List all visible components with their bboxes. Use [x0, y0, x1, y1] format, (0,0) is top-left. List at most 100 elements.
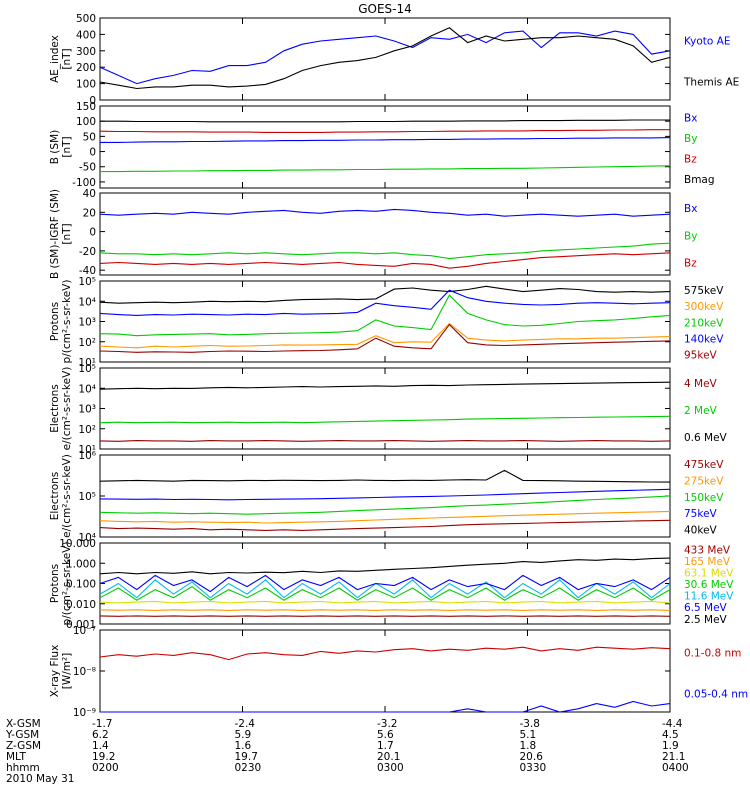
ylabel-xray: X-ray Flux — [49, 645, 61, 698]
panel-frame-ae — [100, 18, 670, 100]
legend-label-electrons-high: 2 MeV — [684, 405, 718, 417]
series-line-electrons-high-0-6-mev — [100, 382, 670, 389]
ytick-label-xray: 10⁻⁷ — [73, 625, 96, 637]
ylabel-electrons-low: e/(cm²-s-sr-keV) — [61, 454, 73, 538]
legend-label-xray: 0.05-0.4 nm — [684, 689, 748, 701]
ytick-label-bsm: 100 — [76, 116, 96, 128]
legend-label-ae: Themis AE — [683, 77, 739, 89]
ytick-label-protons-low: 10⁴ — [78, 296, 96, 308]
series-line-protons-high-11-6-mev — [100, 580, 670, 598]
ytick-label-xray: 10⁻⁸ — [73, 666, 96, 678]
panel-frame-protons-high — [100, 543, 670, 624]
ytick-label-electrons-high: 10⁵ — [78, 363, 96, 375]
legend-label-protons-high: 11.6 MeV — [684, 591, 734, 603]
series-line-electrons-high-2-mev — [100, 416, 670, 422]
legend-label-bsm: By — [684, 133, 697, 145]
series-line-electrons-low-150kev — [100, 496, 670, 514]
series-line-protons-high-63-1-mev — [100, 601, 670, 603]
ytick-label-ae: 400 — [76, 29, 96, 41]
footer-value: 0330 — [520, 762, 547, 774]
legend-label-protons-high: 165 MeV — [684, 556, 731, 568]
series-line-protons-low-300kev — [100, 324, 670, 348]
panel-frame-electrons-low — [100, 455, 670, 537]
ylabel-protons-high: p/(cm²-s-sr-keV) — [61, 542, 73, 626]
series-line-bsm-bx — [100, 138, 670, 143]
legend-label-protons-low: 300keV — [684, 301, 724, 313]
ylabel-ae: AE_index — [49, 35, 61, 83]
series-line-ae-themis-ae — [100, 28, 670, 89]
series-line-bigrf-by — [100, 243, 670, 258]
ylabel-bsm: B (SM) — [49, 130, 61, 164]
panel-frame-bsm — [100, 106, 670, 188]
ytick-label-ae: 200 — [76, 62, 96, 74]
ytick-label-bigrf: 0 — [89, 227, 96, 239]
footer-value: 0230 — [235, 762, 262, 774]
series-line-bsm-by — [100, 166, 670, 172]
legend-label-protons-low: 140keV — [684, 334, 724, 346]
ytick-label-electrons-low: 10⁶ — [78, 450, 96, 462]
series-line-protons-low-210kev — [100, 295, 670, 336]
legend-label-xray: 0.1-0.8 nm — [684, 648, 741, 660]
ytick-label-ae: 100 — [76, 79, 96, 91]
ytick-label-bigrf: -20 — [79, 246, 96, 258]
ylabel-xray: [W/m²] — [61, 653, 73, 690]
legend-label-protons-high: 433 MeV — [684, 544, 731, 556]
series-line-protons-low-575kev — [100, 286, 670, 303]
series-line-protons-high-2-5-mev — [100, 558, 670, 574]
legend-label-electrons-low: 275keV — [684, 475, 724, 487]
ytick-label-ae: 500 — [76, 13, 96, 25]
ytick-label-electrons-low: 10⁵ — [78, 491, 96, 503]
series-line-ae-kyoto-ae — [100, 31, 670, 84]
ylabel-protons-high: Protons — [49, 564, 61, 603]
ytick-label-bsm: 50 — [83, 131, 96, 143]
legend-label-bsm: Bx — [684, 112, 697, 124]
ytick-label-ae: 300 — [76, 46, 96, 58]
legend-label-bigrf: Bx — [684, 203, 697, 215]
ylabel-bigrf: B (SM)-IGRF (SM) — [49, 189, 61, 279]
legend-label-protons-low: 95keV — [684, 350, 718, 362]
legend-label-electrons-low: 40keV — [684, 525, 718, 537]
legend-label-electrons-low: 475keV — [684, 459, 724, 471]
legend-label-electrons-high: 4 MeV — [684, 378, 718, 390]
legend-label-electrons-low: 75keV — [684, 508, 718, 520]
series-line-electrons-low-75kev — [100, 489, 670, 500]
ytick-label-protons-low: 10⁵ — [78, 276, 96, 288]
ylabel-electrons-high: Electrons — [49, 384, 61, 433]
legend-label-protons-high: 30.6 MeV — [684, 579, 734, 591]
series-line-bigrf-bz — [100, 253, 670, 268]
chart-title: GOES-14 — [358, 2, 412, 16]
ytick-label-protons-low: 10³ — [78, 317, 96, 329]
legend-label-protons-low: 210keV — [684, 317, 724, 329]
ylabel-electrons-high: e/(cm²-s-sr-keV) — [61, 367, 73, 451]
legend-label-electrons-high: 0.6 MeV — [684, 432, 728, 444]
legend-label-electrons-low: 150keV — [684, 492, 724, 504]
legend-label-bsm: Bz — [684, 153, 697, 165]
legend-label-bigrf: By — [684, 230, 697, 242]
legend-label-protons-low: 575keV — [684, 285, 724, 297]
footer-date: 2010 May 31 — [6, 773, 74, 785]
footer-value: 0300 — [377, 762, 404, 774]
ylabel-ae: [nT] — [61, 48, 73, 69]
legend-label-bsm: Bmag — [684, 174, 715, 186]
ytick-label-electrons-high: 10² — [78, 424, 96, 436]
series-line-electrons-low-40kev — [100, 470, 670, 482]
series-line-protons-high-165-mev — [100, 610, 670, 611]
ylabel-bigrf: [nT] — [61, 223, 73, 244]
ylabel-protons-low: Protons — [49, 302, 61, 341]
ylabel-electrons-low: Electrons — [49, 472, 61, 521]
panel-frame-xray — [100, 630, 670, 712]
legend-label-protons-high: 2.5 MeV — [684, 614, 728, 626]
series-line-bigrf-bx — [100, 209, 670, 216]
footer-value: 0200 — [92, 762, 119, 774]
panel-frame-electrons-high — [100, 368, 670, 449]
series-line-bsm-bz — [100, 130, 670, 133]
ytick-label-bsm: -50 — [79, 162, 96, 174]
legend-label-ae: Kyoto AE — [684, 36, 730, 48]
footer-value: 0400 — [662, 762, 689, 774]
ylabel-bsm: [nT] — [61, 136, 73, 157]
series-line-electrons-high-4-mev — [100, 441, 670, 442]
ytick-label-protons-low: 10² — [78, 337, 96, 349]
ytick-label-bigrf: 40 — [83, 188, 96, 200]
